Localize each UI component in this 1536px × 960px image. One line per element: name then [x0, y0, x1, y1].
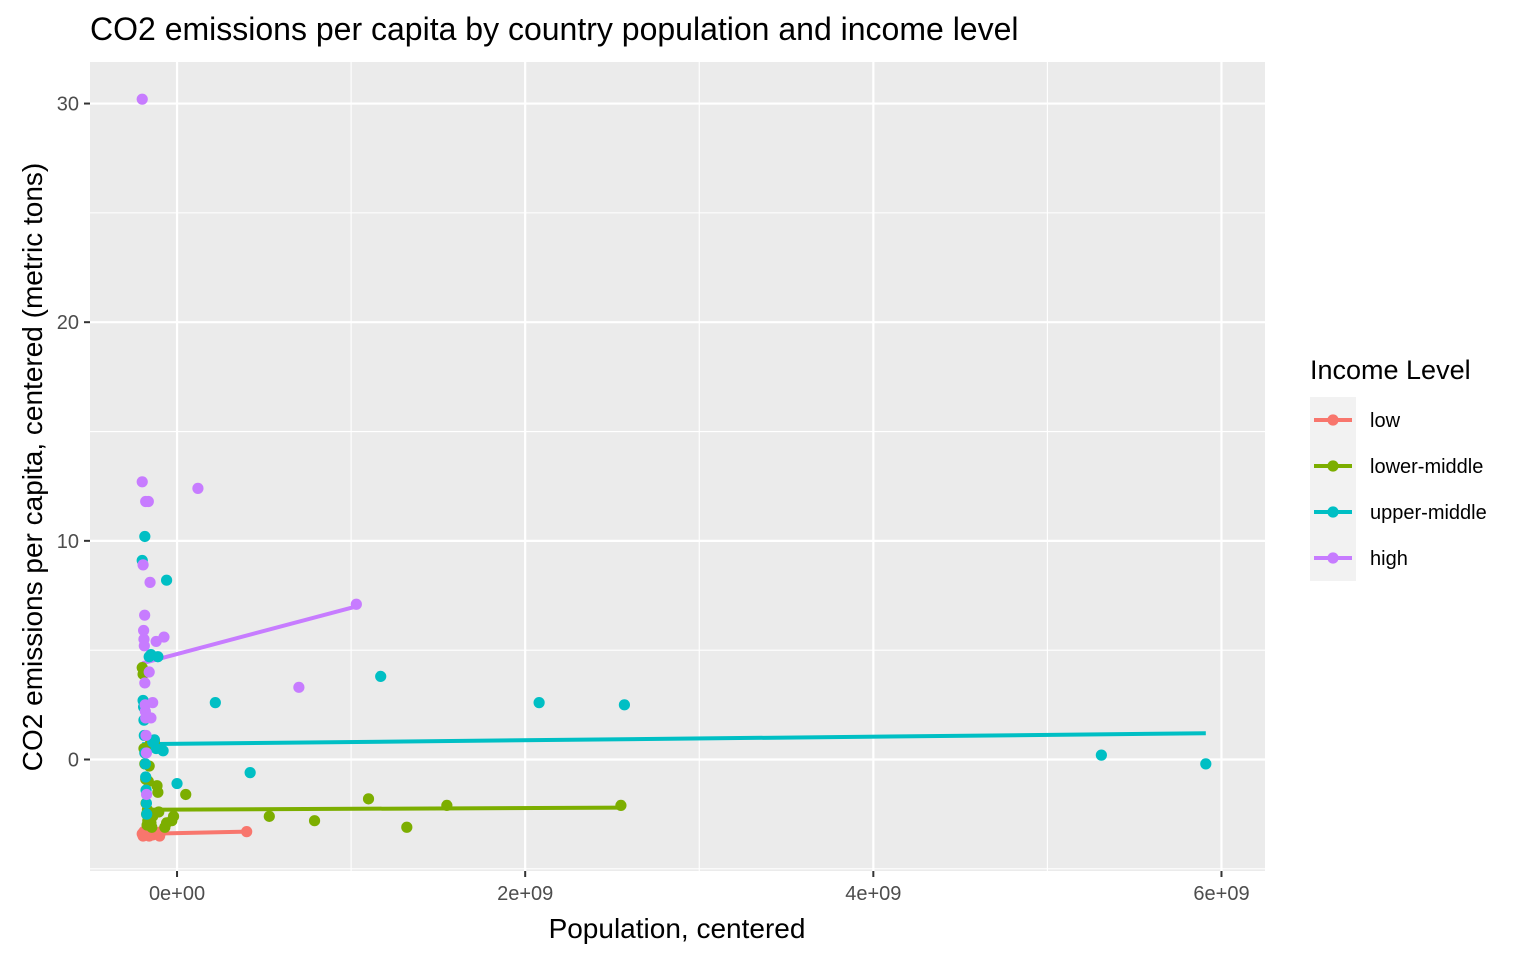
data-point-high — [192, 482, 204, 494]
legend-label-upper-middle: upper-middle — [1370, 502, 1487, 524]
legend-label-lower-middle: lower-middle — [1370, 456, 1483, 478]
legend-point-high — [1327, 552, 1339, 564]
fit-lines — [141, 604, 1206, 836]
legend-point-low — [1327, 414, 1339, 426]
data-point-upper-middle — [618, 699, 631, 711]
data-point-upper-middle — [148, 734, 161, 746]
data-point-high — [140, 747, 152, 759]
fit-line-upper-middle — [142, 731, 1206, 747]
legend-item-low: low — [1310, 397, 1401, 443]
data-point-high — [143, 666, 155, 678]
data-point-lower-middle — [167, 810, 180, 822]
x-tick-label: 6e+09 — [1193, 883, 1249, 905]
data-point-upper-middle — [140, 771, 152, 783]
data-point-high — [136, 93, 148, 105]
data-point-high — [158, 631, 170, 643]
chart-title: CO2 emissions per capita by country popu… — [90, 11, 1019, 47]
data-point-lower-middle — [180, 788, 192, 801]
gridlines-minor — [90, 62, 1265, 871]
y-axis-title: CO2 emissions per capita, centered (metr… — [17, 163, 48, 771]
data-point-upper-middle — [157, 745, 169, 757]
legend-item-upper-middle: upper-middle — [1310, 489, 1487, 535]
data-point-high — [140, 788, 153, 801]
data-point-high — [139, 609, 151, 621]
data-point-upper-middle — [141, 808, 153, 820]
data-point-lower-middle — [401, 821, 413, 833]
data-points — [136, 93, 1212, 842]
data-point-upper-middle — [244, 767, 256, 779]
y-tick-label: 0 — [68, 749, 79, 771]
data-point-lower-middle — [146, 821, 158, 833]
legend-item-lower-middle: lower-middle — [1310, 443, 1483, 489]
data-point-upper-middle — [209, 697, 221, 709]
data-point-lower-middle — [615, 799, 627, 812]
legend-label-high: high — [1370, 548, 1408, 570]
data-point-upper-middle — [152, 651, 164, 663]
data-point-high — [144, 576, 156, 588]
y-tick-label: 10 — [57, 531, 79, 553]
fit-line-lower-middle — [142, 805, 621, 812]
legend-point-lower-middle — [1327, 460, 1339, 472]
legend: Income Level low lower-middle upper-middle… — [1310, 355, 1487, 581]
data-point-high — [142, 495, 154, 508]
data-point-low — [241, 826, 253, 838]
data-point-high — [136, 476, 148, 488]
data-point-high — [145, 712, 157, 724]
data-point-high — [350, 598, 362, 610]
data-point-lower-middle — [308, 815, 321, 827]
x-tick-label: 0e+00 — [149, 883, 205, 905]
data-point-high — [137, 559, 149, 571]
data-point-lower-middle — [153, 806, 165, 818]
data-point-lower-middle — [441, 799, 453, 812]
x-tick-label: 4e+09 — [845, 883, 901, 905]
data-point-lower-middle — [263, 810, 275, 822]
legend-item-high: high — [1310, 535, 1408, 581]
data-point-upper-middle — [375, 670, 387, 683]
data-point-lower-middle — [152, 786, 164, 798]
y-tick-label: 30 — [57, 94, 79, 116]
axes: 0e+00 2e+09 4e+09 6e+09 0 10 20 30 — [57, 94, 1250, 905]
data-point-lower-middle — [362, 793, 375, 805]
data-point-upper-middle — [171, 777, 183, 790]
legend-title: Income Level — [1310, 355, 1471, 385]
data-point-high — [139, 677, 151, 689]
data-point-upper-middle — [1095, 749, 1107, 761]
fit-line-high — [141, 604, 357, 666]
data-point-upper-middle — [140, 797, 152, 809]
data-point-high — [140, 729, 152, 742]
data-point-upper-middle — [533, 697, 545, 709]
data-point-upper-middle — [139, 758, 151, 770]
data-point-high — [138, 640, 150, 652]
x-axis-title: Population, centered — [549, 913, 806, 944]
data-point-upper-middle — [1200, 758, 1212, 770]
data-point-high — [147, 697, 159, 709]
data-point-upper-middle — [139, 530, 151, 543]
legend-point-upper-middle — [1327, 506, 1339, 518]
y-tick-label: 20 — [57, 312, 79, 334]
x-tick-label: 2e+09 — [497, 883, 553, 905]
plot-panel — [90, 62, 1265, 871]
data-point-upper-middle — [160, 574, 173, 586]
data-point-high — [293, 681, 305, 693]
legend-label-low: low — [1370, 410, 1401, 432]
data-point-high — [138, 624, 150, 637]
